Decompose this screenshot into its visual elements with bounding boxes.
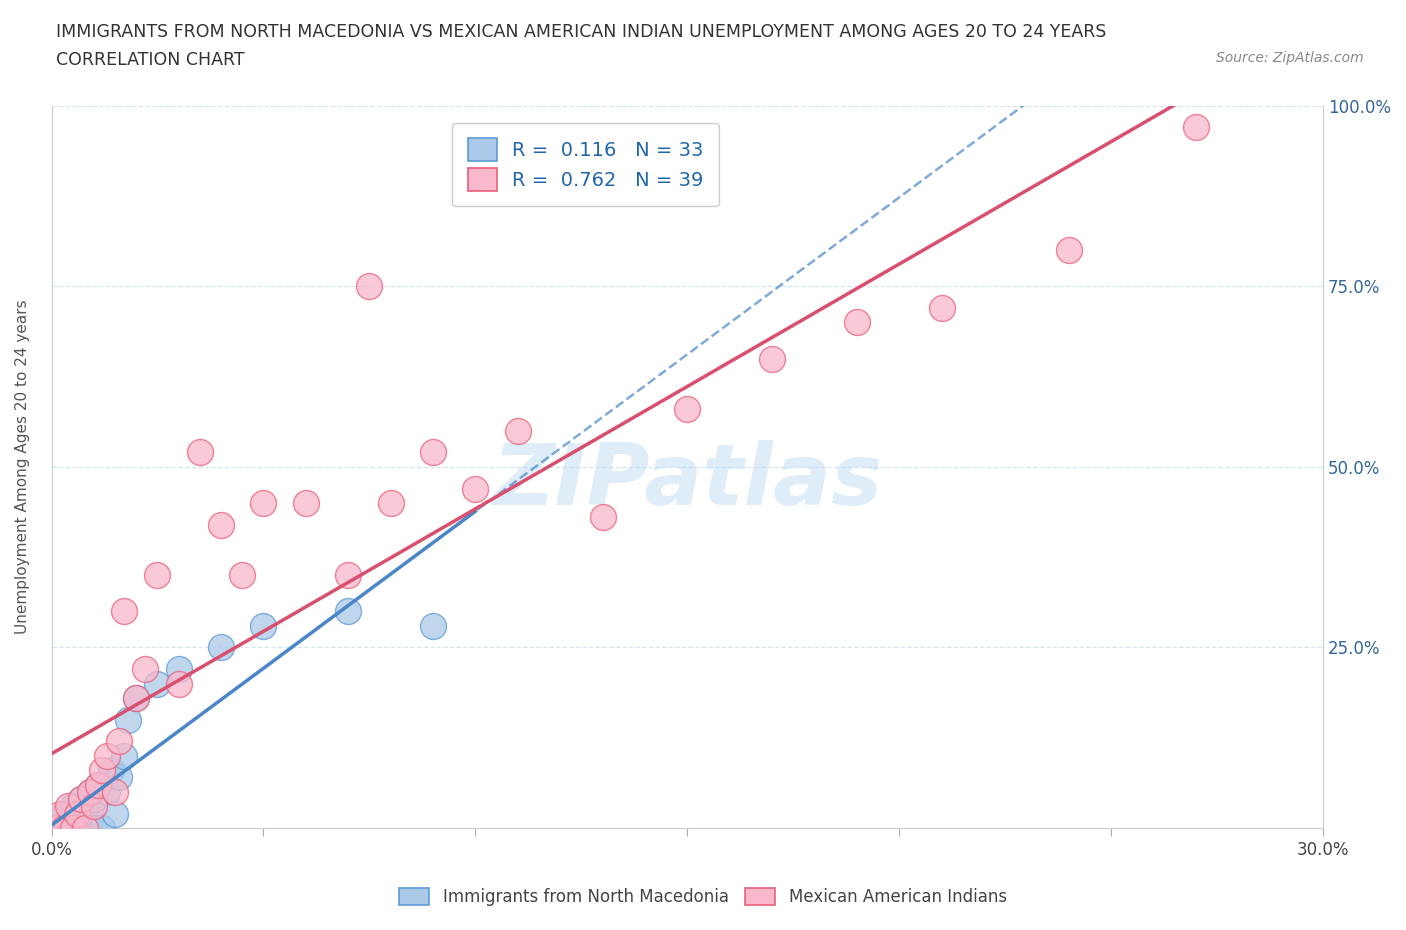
Point [79,814,101,829]
Point [359,279,381,294]
Point [1185,120,1208,135]
Point [295,496,318,511]
Y-axis label: Unemployment Among Ages 20 to 24 years: Unemployment Among Ages 20 to 24 years [15,299,30,634]
Point [761,351,783,365]
Point [58,799,80,814]
Point [506,423,529,438]
Point [188,445,211,459]
Point [79,784,101,799]
Point [167,661,190,676]
Point [231,567,253,582]
Point [75,820,97,835]
Point [96,784,118,799]
Point [592,510,614,525]
Point [104,806,127,821]
Point [422,445,444,459]
Text: Source: ZipAtlas.com: Source: ZipAtlas.com [1216,51,1364,65]
Point [41,820,63,835]
Point [108,770,131,785]
Point [931,300,953,315]
Point [49,806,72,821]
Point [337,604,360,618]
Point [70,814,93,829]
Point [66,806,89,821]
Point [134,661,156,676]
Point [125,691,148,706]
Point [83,820,105,835]
Point [62,820,84,835]
Point [53,820,76,835]
Point [146,676,169,691]
Point [96,749,118,764]
Point [75,799,97,814]
Point [112,749,135,764]
Point [252,618,274,633]
Point [83,799,105,814]
Point [91,763,114,777]
Point [252,496,274,511]
Point [66,806,89,821]
Point [70,791,93,806]
Point [209,640,232,655]
Point [87,777,110,792]
Point [125,691,148,706]
Point [380,496,402,511]
Point [676,402,699,417]
Text: CORRELATION CHART: CORRELATION CHART [56,51,245,69]
Point [66,820,89,835]
Point [62,799,84,814]
Point [58,820,80,835]
Point [104,784,127,799]
Point [70,791,93,806]
Point [422,618,444,633]
Point [112,604,135,618]
Point [75,820,97,835]
Point [209,517,232,532]
Point [91,820,114,835]
Point [83,791,105,806]
Point [337,567,360,582]
Point [167,676,190,691]
Point [87,777,110,792]
Point [100,763,122,777]
Text: IMMIGRANTS FROM NORTH MACEDONIA VS MEXICAN AMERICAN INDIAN UNEMPLOYMENT AMONG AG: IMMIGRANTS FROM NORTH MACEDONIA VS MEXIC… [56,23,1107,41]
Point [62,820,84,835]
Text: ZIPatlas: ZIPatlas [492,440,883,523]
Legend: Immigrants from North Macedonia, Mexican American Indians: Immigrants from North Macedonia, Mexican… [392,881,1014,912]
Point [146,567,169,582]
Point [845,315,868,330]
Point [79,784,101,799]
Point [41,820,63,835]
Point [108,734,131,749]
Point [53,806,76,821]
Point [53,820,76,835]
Legend: R =  0.116   N = 33, R =  0.762   N = 39: R = 0.116 N = 33, R = 0.762 N = 39 [451,123,720,206]
Point [1057,243,1080,258]
Point [49,820,72,835]
Point [45,820,67,835]
Point [464,481,486,496]
Point [45,820,67,835]
Point [117,712,139,727]
